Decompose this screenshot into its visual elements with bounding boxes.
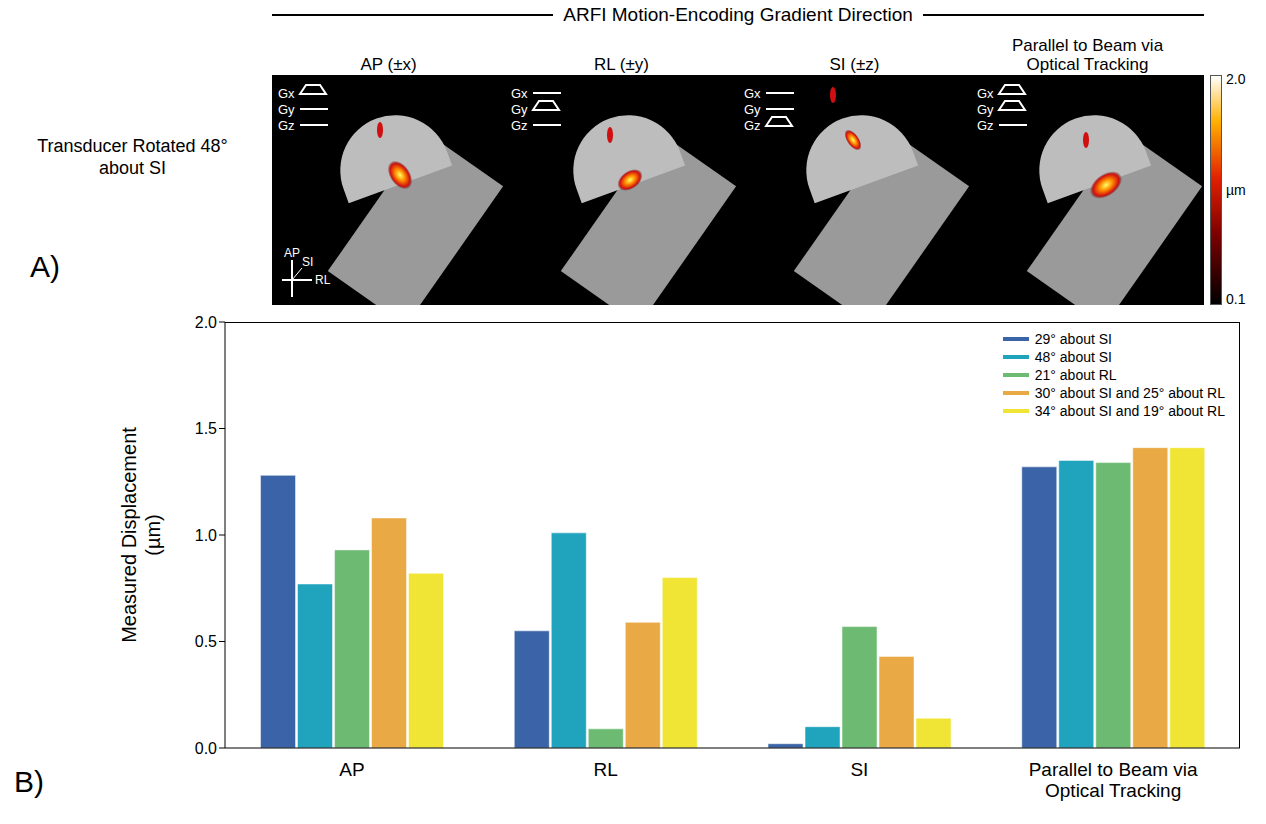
svg-text:Gy: Gy (977, 102, 994, 117)
svg-text:RL: RL (593, 759, 617, 780)
html-text:30° about SI and 25° about RL: 30° about SI and 25° about RL (1034, 385, 1225, 401)
html-text:48° about SI: 48° about SI (1034, 349, 1112, 365)
html-text:21° about RL: 21° about RL (1034, 367, 1117, 383)
html-text:SI (±z): SI (±z) (829, 55, 880, 74)
svg-text:1.0: 1.0 (195, 527, 217, 544)
html-text:B): B) (14, 765, 44, 798)
html-text:0.1: 0.1 (1226, 291, 1246, 307)
html-text:ARFI Motion-Encoding Gradient: ARFI Motion-Encoding Gradient Direction (563, 4, 913, 25)
svg-text:Gy: Gy (744, 102, 761, 117)
html-text:Parallel to Beam via: Parallel to Beam via (1011, 36, 1164, 55)
html-text:A): A) (30, 250, 60, 283)
svg-text:Gy: Gy (511, 102, 528, 117)
svg-text:Parallel to Beam viaOptical Tr: Parallel to Beam viaOptical Tracking (1029, 759, 1198, 801)
html-text:AP (±x): AP (±x) (360, 55, 417, 74)
svg-text:Gx: Gx (278, 86, 295, 101)
svg-text:Gy: Gy (278, 102, 295, 117)
svg-text:AP: AP (284, 246, 300, 260)
svg-text:Gz: Gz (977, 118, 994, 133)
svg-text:Measured Displacement(µm): Measured Displacement(µm) (118, 427, 164, 643)
svg-text:AP: AP (339, 759, 364, 780)
svg-text:2.0: 2.0 (195, 314, 217, 331)
svg-text:Gx: Gx (977, 86, 994, 101)
html-text:Transducer Rotated 48°: Transducer Rotated 48° (37, 136, 228, 156)
html-text:RL (±y): RL (±y) (594, 55, 649, 74)
html-text:34° about SI and 19° about RL: 34° about SI and 19° about RL (1034, 403, 1225, 419)
svg-text:1.5: 1.5 (195, 420, 217, 437)
svg-text:0.5: 0.5 (195, 633, 217, 650)
svg-text:0.0: 0.0 (195, 740, 217, 757)
svg-text:Gx: Gx (744, 86, 761, 101)
svg-text:RL: RL (315, 273, 331, 287)
svg-text:SI: SI (850, 759, 868, 780)
svg-text:Gx: Gx (511, 86, 528, 101)
svg-text:Gz: Gz (278, 118, 295, 133)
html-text:µm: µm (1226, 182, 1246, 198)
html-text:Optical Tracking: Optical Tracking (1026, 55, 1149, 74)
svg-text:Gz: Gz (744, 118, 761, 133)
html-text:about SI: about SI (99, 158, 166, 178)
svg-text:SI: SI (302, 255, 313, 269)
svg-text:Gz: Gz (511, 118, 528, 133)
html-text:29° about SI: 29° about SI (1034, 331, 1112, 347)
html-text:2.0: 2.0 (1226, 71, 1246, 87)
